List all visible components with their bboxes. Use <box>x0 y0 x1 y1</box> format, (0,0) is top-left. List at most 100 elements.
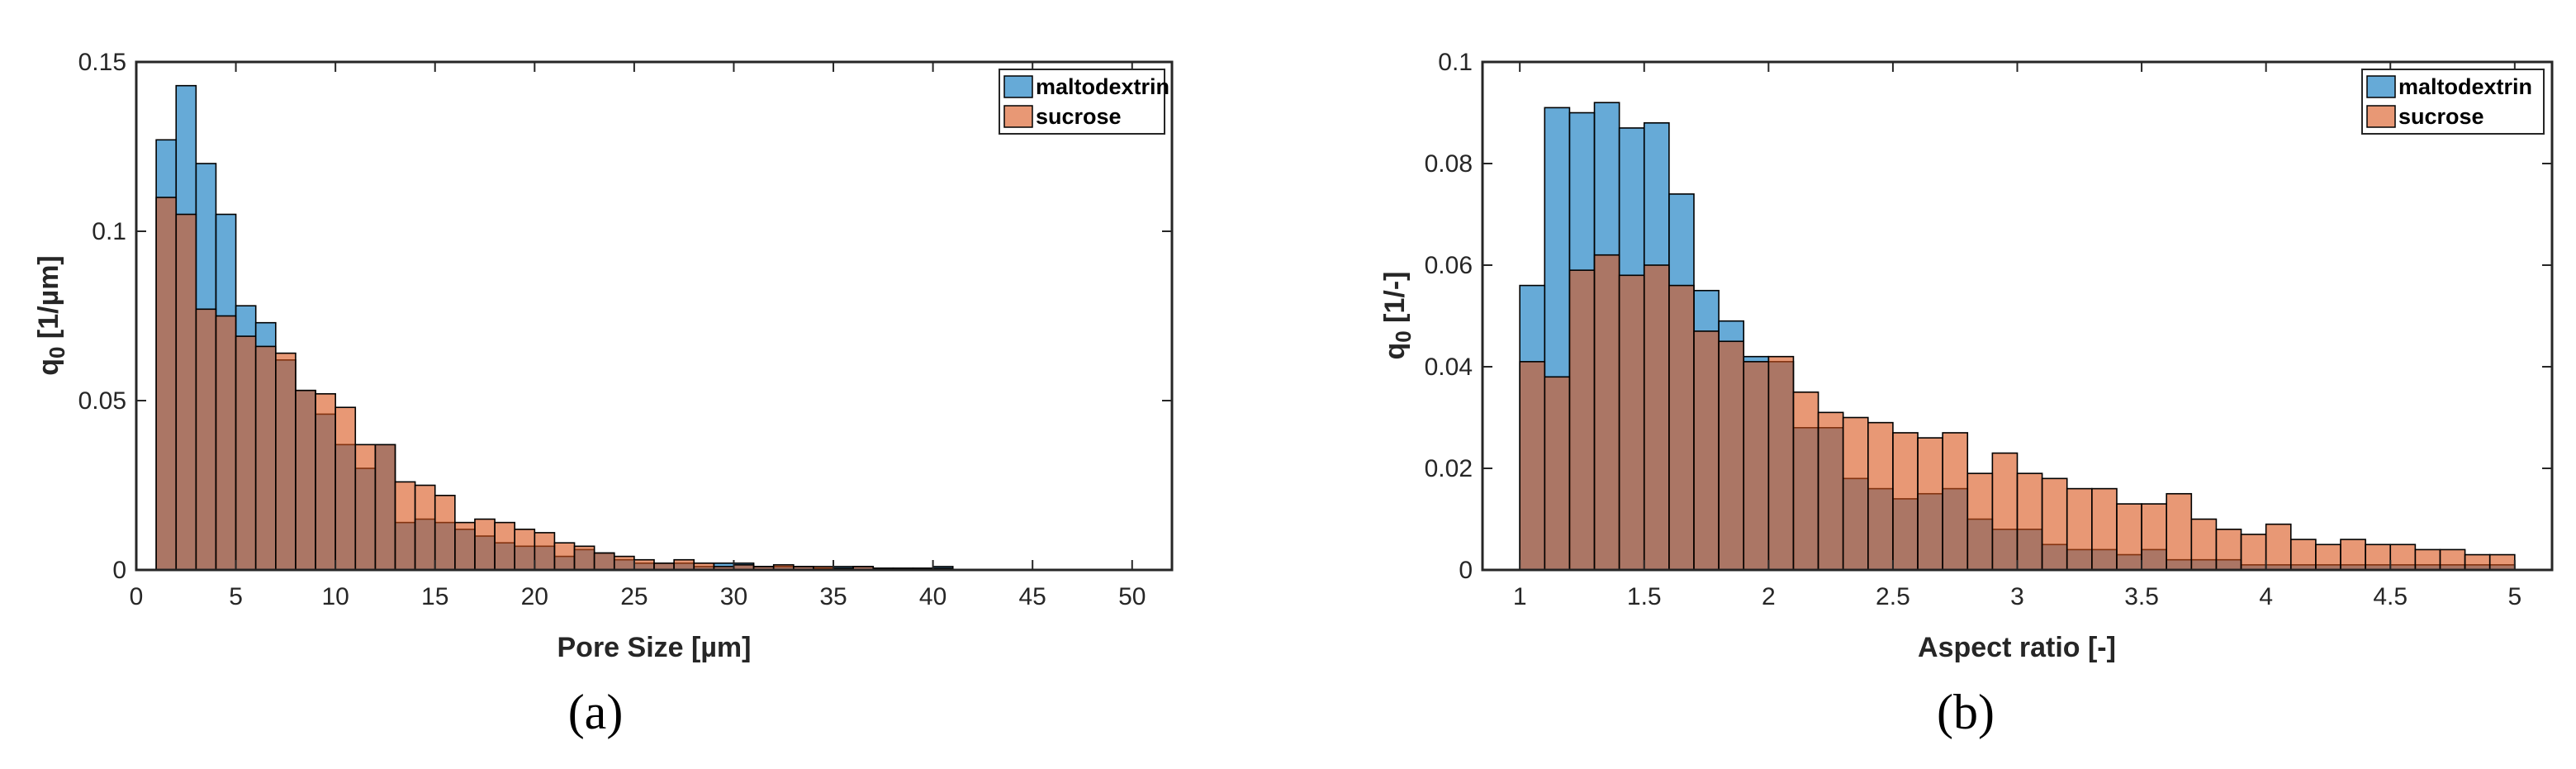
legend-swatch-sucrose-b <box>2366 105 2396 128</box>
y-axis-label-unit-b: [1/-] <box>1379 271 1411 330</box>
y-axis-label-main-b: q <box>1379 343 1411 360</box>
y-tick-label-a-2: 0.1 <box>92 218 126 245</box>
bar-sucrose-b-27 <box>2190 518 2218 571</box>
bar-sucrose-b-26 <box>2166 492 2193 571</box>
bar-sucrose-a-13 <box>414 484 436 571</box>
x-tick-label-a-4: 20 <box>521 583 548 610</box>
bar-sucrose-b-21 <box>2041 477 2068 571</box>
bar-sucrose-a-14 <box>434 494 456 571</box>
legend-swatch-maltodextrin-a <box>1003 75 1033 98</box>
legend-swatch-sucrose-a <box>1003 105 1033 128</box>
bar-sucrose-b-23 <box>2091 487 2118 571</box>
x-tick-label-b-6: 4 <box>2259 583 2273 610</box>
bar-sucrose-b-32 <box>2315 544 2341 571</box>
axes-frame-a <box>135 60 1174 572</box>
bar-sucrose-b-20 <box>2016 472 2043 571</box>
axis-ticks-a: 0 5 10 15 20 25 30 35 40 45 50 0 0.05 0.1 0.15 <box>78 49 1172 610</box>
bar-sucrose-b-13 <box>1842 416 1869 571</box>
y-tick-label-b-3: 0.06 <box>1425 252 1473 279</box>
x-tick-label-a-0: 0 <box>130 583 144 610</box>
y-tick-label-b-4: 0.08 <box>1425 150 1473 178</box>
x-tick-label-b-2: 2 <box>1762 583 1776 610</box>
x-tick-label-b-0: 1 <box>1513 583 1527 610</box>
y-axis-label-main-a: q <box>33 358 64 376</box>
bar-sucrose-b-16 <box>1917 437 1943 571</box>
y-tick-label-b-0: 0 <box>1459 557 1473 584</box>
bar-sucrose-b-25 <box>2141 503 2168 571</box>
y-axis-label-sub-b: 0 <box>1391 330 1416 342</box>
bar-sucrose-b-0 <box>1519 361 1546 571</box>
bar-sucrose-b-31 <box>2289 539 2317 571</box>
bar-sucrose-a-20 <box>553 542 576 571</box>
bar-sucrose-a-4 <box>235 335 257 571</box>
bar-sucrose-a-24 <box>633 558 655 571</box>
y-tick-label-b-5: 0.1 <box>1438 49 1473 76</box>
x-tick-label-a-7: 35 <box>819 583 847 610</box>
x-tick-label-a-8: 40 <box>919 583 946 610</box>
bar-sucrose-a-2 <box>195 308 217 571</box>
bar-sucrose-b-36 <box>2414 548 2441 571</box>
x-tick-label-a-10: 50 <box>1118 583 1146 610</box>
y-axis-label-a: q0 [1/µm] <box>33 255 69 376</box>
bar-sucrose-b-33 <box>2340 539 2366 571</box>
bar-sucrose-a-12 <box>394 481 416 571</box>
bar-sucrose-b-22 <box>2066 487 2093 571</box>
bar-sucrose-a-15 <box>454 521 476 571</box>
bar-sucrose-b-38 <box>2464 553 2491 571</box>
bar-sucrose-a-5 <box>254 345 277 571</box>
chart-panel-a: 0 5 10 15 20 25 30 35 40 45 50 0 0.05 0.1 0.15 Pore Si… <box>33 49 1174 739</box>
bar-sucrose-b-39 <box>2488 553 2516 571</box>
bar-sucrose-b-5 <box>1643 264 1670 571</box>
x-tick-label-b-5: 3.5 <box>2124 583 2159 610</box>
bar-sucrose-a-23 <box>613 555 635 571</box>
bar-sucrose-b-3 <box>1593 254 1620 571</box>
x-axis-label-b: Aspect ratio [-] <box>1918 632 2116 663</box>
x-tick-label-a-2: 10 <box>321 583 349 610</box>
x-tick-label-a-1: 5 <box>229 583 243 610</box>
y-axis-label-sub-a: 0 <box>45 347 69 358</box>
bar-sucrose-a-9 <box>334 406 357 571</box>
bar-sucrose-a-17 <box>494 521 516 571</box>
legend-label-maltodextrin-b: maltodextrin <box>2398 74 2532 99</box>
y-tick-label-b-2: 0.04 <box>1425 354 1473 381</box>
histogram-bars-a <box>155 84 954 571</box>
bar-sucrose-b-11 <box>1792 391 1819 571</box>
bar-sucrose-a-16 <box>474 518 496 571</box>
panel-caption-b: (b) <box>1937 685 1995 739</box>
y-tick-label-a-3: 0.15 <box>78 49 126 76</box>
bar-sucrose-b-19 <box>1991 452 2019 571</box>
bar-sucrose-b-9 <box>1743 361 1770 571</box>
bar-sucrose-b-8 <box>1718 340 1745 571</box>
y-axis-label-b: q0 [1/-] <box>1379 271 1416 359</box>
axis-ticks-b: 1 1.5 2 2.5 3 3.5 4 4.5 5 0 0.02 0.04 0.06 0.08 0.1 <box>1425 49 2552 610</box>
bar-sucrose-b-18 <box>1966 472 1994 571</box>
legend-swatch-maltodextrin-b <box>2366 75 2396 98</box>
x-tick-label-b-3: 2.5 <box>1876 583 1910 610</box>
bar-sucrose-b-30 <box>2265 523 2292 571</box>
bar-sucrose-a-10 <box>354 444 377 571</box>
y-tick-label-a-1: 0.05 <box>78 387 126 415</box>
bar-sucrose-a-7 <box>295 389 316 571</box>
bar-sucrose-a-21 <box>573 545 595 571</box>
bar-sucrose-a-3 <box>215 315 237 571</box>
x-tick-label-a-5: 25 <box>620 583 648 610</box>
legend-label-sucrose-a: sucrose <box>1036 104 1122 129</box>
bar-sucrose-b-15 <box>1892 432 1919 571</box>
x-tick-label-b-1: 1.5 <box>1627 583 1662 610</box>
bar-sucrose-a-6 <box>275 352 297 571</box>
bar-sucrose-b-12 <box>1817 411 1844 571</box>
bar-sucrose-a-18 <box>514 528 536 571</box>
histogram-bars-b <box>1519 102 2516 571</box>
x-tick-label-b-7: 4.5 <box>2373 583 2408 610</box>
bar-sucrose-b-24 <box>2116 503 2142 571</box>
bar-sucrose-a-11 <box>374 444 396 571</box>
x-tick-label-a-6: 30 <box>720 583 747 610</box>
bar-sucrose-b-4 <box>1618 274 1645 571</box>
bar-sucrose-b-34 <box>2365 544 2392 571</box>
x-tick-label-b-8: 5 <box>2507 583 2521 610</box>
panel-caption-a: (a) <box>568 685 624 739</box>
bar-sucrose-a-26 <box>673 558 695 571</box>
bar-sucrose-a-22 <box>593 552 615 571</box>
bar-sucrose-b-28 <box>2215 528 2242 571</box>
